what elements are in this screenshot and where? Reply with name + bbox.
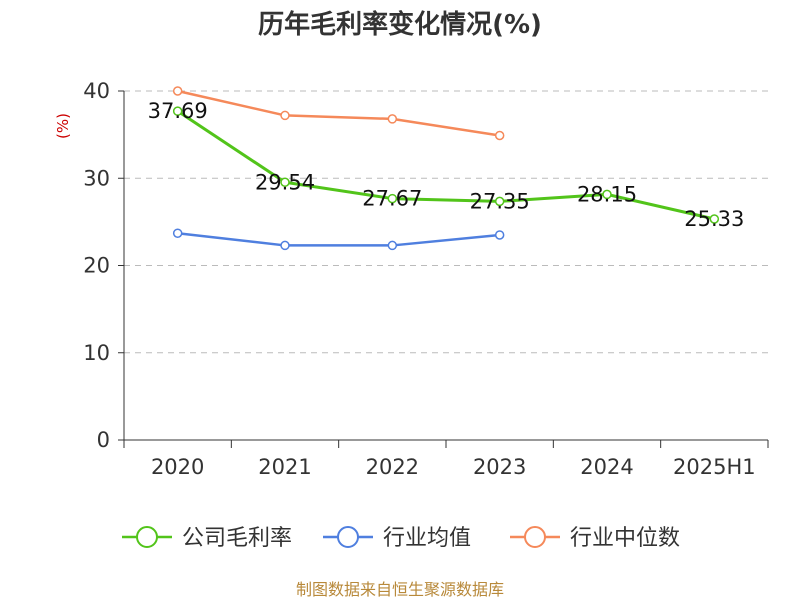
data-label: 28.15 xyxy=(577,182,637,206)
data-label: 25.33 xyxy=(684,207,744,231)
y-tick-label: 10 xyxy=(83,341,110,365)
series-line xyxy=(176,109,715,221)
legend[interactable]: 公司毛利率 行业均值 行业中位数 xyxy=(122,526,680,551)
x-tick-label: 2023 xyxy=(473,455,526,479)
data-point[interactable] xyxy=(602,189,612,200)
axes: 0 10 20 30 40 2020 2021 2022 2023 2024 2025H1 xyxy=(83,79,769,479)
legend-marker-icon xyxy=(136,526,158,548)
x-tick-label: 2024 xyxy=(580,455,633,479)
legend-item-company[interactable]: 公司毛利率 xyxy=(122,526,292,551)
legend-label: 行业中位数 xyxy=(570,526,680,551)
data-label: 27.67 xyxy=(362,187,422,211)
x-tick-label: 2022 xyxy=(366,455,419,479)
legend-item-industry-avg[interactable]: 行业均值 xyxy=(323,526,471,551)
series-lines xyxy=(172,86,720,251)
data-label: 29.54 xyxy=(255,170,315,194)
series-line xyxy=(177,231,500,247)
data-point[interactable] xyxy=(172,86,183,96)
x-tick-label: 2020 xyxy=(151,455,204,479)
data-point[interactable] xyxy=(172,228,183,238)
y-axis-unit-label: (%) xyxy=(54,113,72,139)
data-labels: 37.69 29.54 27.67 27.35 28.15 25.33 xyxy=(148,99,745,231)
data-label: 37.69 xyxy=(148,99,208,123)
data-point[interactable] xyxy=(280,240,290,251)
series-line xyxy=(177,89,500,137)
y-tick-label: 20 xyxy=(83,254,110,278)
legend-marker-icon xyxy=(337,526,359,548)
legend-label: 行业均值 xyxy=(383,526,471,551)
data-point[interactable] xyxy=(494,130,505,141)
legend-marker-icon xyxy=(524,526,546,548)
y-tick-label: 0 xyxy=(97,428,110,452)
data-point[interactable] xyxy=(172,106,183,116)
y-tick-label: 40 xyxy=(83,79,110,103)
x-tick-label: 2021 xyxy=(258,455,311,479)
chart-title: 历年毛利率变化情况(%) xyxy=(258,9,542,40)
data-point[interactable] xyxy=(387,193,398,204)
series-industry-avg xyxy=(172,228,505,251)
data-point[interactable] xyxy=(280,110,290,121)
data-point[interactable] xyxy=(387,114,398,124)
data-label: 27.35 xyxy=(470,189,530,213)
source-note: 制图数据来自恒生聚源数据库 xyxy=(296,580,504,599)
y-tick-label: 30 xyxy=(83,166,110,190)
grid-lines xyxy=(124,90,768,354)
x-tick-label: 2025H1 xyxy=(673,455,756,479)
data-point[interactable] xyxy=(494,230,505,240)
series-company xyxy=(172,106,720,224)
data-point[interactable] xyxy=(709,214,720,224)
legend-label: 公司毛利率 xyxy=(182,526,292,551)
data-point[interactable] xyxy=(387,240,398,251)
series-industry-median xyxy=(172,86,505,141)
data-point[interactable] xyxy=(494,196,505,207)
legend-item-industry-median[interactable]: 行业中位数 xyxy=(510,526,680,551)
data-point[interactable] xyxy=(280,177,290,188)
